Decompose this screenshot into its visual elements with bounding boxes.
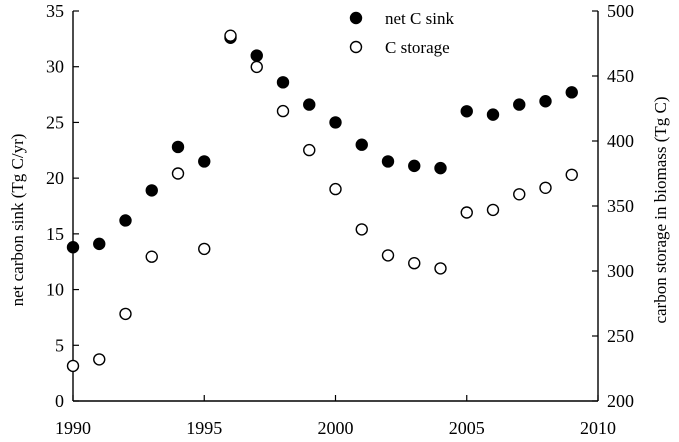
legend-marker-net-c-sink (349, 11, 363, 25)
point-c-storage (513, 188, 526, 201)
point-net-c-sink (329, 116, 342, 129)
right-tick-label: 400 (607, 131, 634, 151)
point-c-storage (250, 60, 263, 74)
point-net-c-sink (66, 241, 80, 254)
point-net-c-sink (513, 98, 526, 111)
right-tick-label: 350 (607, 196, 634, 216)
legend-label-c-storage: C storage (385, 38, 450, 57)
left-tick-label: 10 (46, 280, 64, 300)
point-net-c-sink (198, 155, 211, 168)
point-c-storage (408, 257, 421, 270)
left-tick-label: 25 (46, 112, 64, 132)
right-tick-label: 300 (607, 261, 634, 281)
point-net-c-sink (460, 105, 473, 118)
legend-marker-c-storage (349, 40, 363, 54)
point-c-storage (224, 29, 237, 42)
point-net-c-sink (276, 76, 290, 89)
point-c-storage (66, 359, 80, 373)
point-c-storage (276, 104, 290, 118)
x-tick-label: 2000 (318, 418, 354, 438)
point-c-storage (539, 181, 552, 195)
right-tick-label: 500 (607, 1, 634, 21)
point-c-storage (145, 250, 158, 263)
right-axis-title: carbon storage in biomass (Tg C) (651, 96, 670, 323)
point-net-c-sink (171, 140, 185, 154)
point-c-storage (565, 168, 578, 182)
right-tick-label: 450 (607, 66, 634, 86)
axes (72, 10, 599, 402)
point-c-storage (198, 242, 211, 256)
point-net-c-sink (486, 108, 500, 121)
point-c-storage (303, 143, 316, 157)
point-net-c-sink (119, 214, 132, 227)
point-c-storage (171, 167, 185, 180)
x-tick-label: 1995 (186, 418, 222, 438)
data-points (66, 29, 578, 373)
point-c-storage (381, 249, 395, 262)
point-net-c-sink (434, 161, 447, 175)
left-tick-label: 5 (55, 335, 64, 355)
x-tick-label: 2010 (580, 418, 616, 438)
point-c-storage (329, 182, 342, 196)
x-tick-label: 2005 (449, 418, 485, 438)
tick-labels: 0 5 10 15 20 25 30 35 200 250 300 350 400 450 500 1990 1… (46, 1, 634, 438)
point-c-storage (434, 262, 447, 275)
legend-label-net-c-sink: net C sink (385, 9, 454, 28)
left-axis-title: net carbon sink (Tg C/yr) (8, 134, 27, 307)
left-tick-label: 20 (46, 168, 64, 188)
point-net-c-sink (145, 184, 158, 197)
point-c-storage (93, 353, 106, 366)
point-net-c-sink (408, 159, 421, 173)
point-net-c-sink (355, 138, 368, 151)
x-tick-label: 1990 (55, 418, 91, 438)
left-tick-label: 30 (46, 57, 64, 77)
point-c-storage (355, 223, 368, 236)
left-tick-label: 15 (46, 224, 64, 244)
point-c-storage (119, 307, 132, 321)
point-net-c-sink (381, 155, 395, 168)
point-net-c-sink (250, 49, 263, 62)
legend: net C sink C storage (349, 9, 454, 57)
point-c-storage (460, 206, 473, 219)
left-tick-label: 0 (55, 391, 64, 411)
point-net-c-sink (539, 95, 552, 108)
point-net-c-sink (565, 86, 578, 99)
right-tick-label: 200 (607, 391, 634, 411)
left-tick-label: 35 (46, 1, 64, 21)
point-net-c-sink (303, 98, 316, 111)
point-c-storage (486, 203, 500, 217)
point-net-c-sink (93, 237, 106, 251)
right-tick-label: 250 (607, 326, 634, 346)
